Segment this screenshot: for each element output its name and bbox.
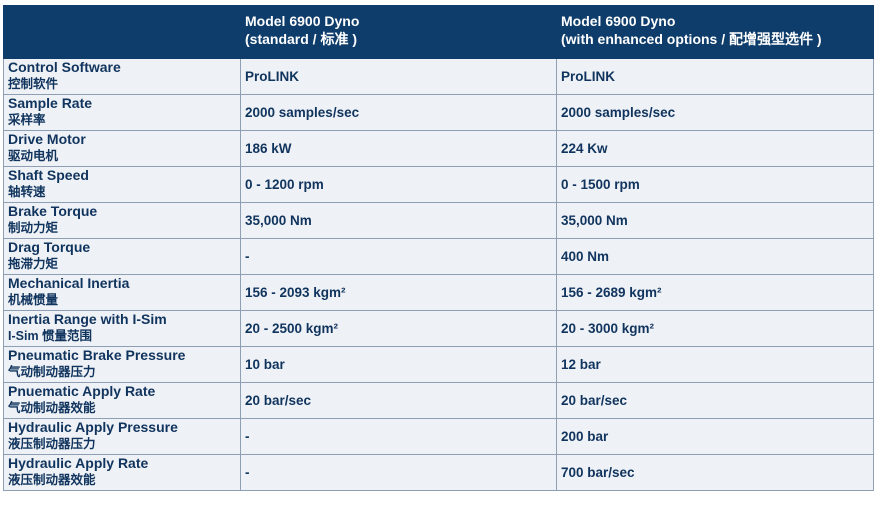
standard-value: 35,000 Nm bbox=[240, 202, 557, 239]
enhanced-value: 200 bar bbox=[556, 418, 874, 455]
enhanced-value: 2000 samples/sec bbox=[556, 94, 874, 131]
header-standard: Model 6900 Dyno (standard / 标准 ) bbox=[240, 5, 557, 59]
enhanced-value: ProLINK bbox=[556, 58, 874, 95]
spec-label-cn: 制动力矩 bbox=[8, 221, 59, 235]
header-standard-subtitle: (standard / 标准 ) bbox=[245, 31, 358, 47]
spec-label: Sample Rate 采样率 bbox=[3, 94, 241, 131]
standard-value: 0 - 1200 rpm bbox=[240, 166, 557, 203]
spec-label: Mechanical Inertia 机械惯量 bbox=[3, 274, 241, 311]
spec-label: Hydraulic Apply Pressure 液压制动器压力 bbox=[3, 418, 241, 455]
header-enhanced-title: Model 6900 Dyno bbox=[561, 13, 676, 29]
spec-label: Pnuematic Apply Rate 气动制动器效能 bbox=[3, 382, 241, 419]
spec-label-en: Drive Motor bbox=[8, 131, 86, 147]
spec-label-en: Hydraulic Apply Pressure bbox=[8, 419, 178, 435]
spec-label: Drive Motor 驱动电机 bbox=[3, 130, 241, 167]
standard-value: 10 bar bbox=[240, 346, 557, 383]
spec-label: Inertia Range with I-Sim I-Sim 惯量范围 bbox=[3, 310, 241, 347]
enhanced-value: 156 - 2689 kgm² bbox=[556, 274, 874, 311]
enhanced-value: 20 - 3000 kgm² bbox=[556, 310, 874, 347]
table-row: Pnuematic Apply Rate 气动制动器效能 20 bar/sec 20 … bbox=[3, 382, 874, 419]
spec-label-cn: 拖滞力矩 bbox=[8, 257, 59, 271]
spec-label-cn: 采样率 bbox=[8, 113, 46, 127]
table-row: Pneumatic Brake Pressure 气动制动器压力 10 bar 12 … bbox=[3, 346, 874, 383]
spec-label-en: Shaft Speed bbox=[8, 167, 89, 183]
table-row: Drag Torque 拖滞力矩 -400 Nm bbox=[3, 238, 874, 275]
table-row: Mechanical Inertia 机械惯量 156 - 2093 kgm² 156… bbox=[3, 274, 874, 311]
header-enhanced-subtitle: (with enhanced options / 配增强型选件 ) bbox=[561, 31, 822, 47]
standard-value: - bbox=[240, 418, 557, 455]
spec-label-en: Mechanical Inertia bbox=[8, 275, 130, 291]
standard-value: 2000 samples/sec bbox=[240, 94, 557, 131]
table-row: Brake Torque 制动力矩 35,000 Nm 35,000 Nm bbox=[3, 202, 874, 239]
spec-label: Drag Torque 拖滞力矩 bbox=[3, 238, 241, 275]
spec-label-en: Inertia Range with I-Sim bbox=[8, 311, 167, 327]
header-standard-title: Model 6900 Dyno bbox=[245, 13, 360, 29]
spec-label: Control Software 控制软件 bbox=[3, 58, 241, 95]
spec-label-cn: 机械惯量 bbox=[8, 293, 59, 307]
standard-value: 156 - 2093 kgm² bbox=[240, 274, 557, 311]
enhanced-value: 35,000 Nm bbox=[556, 202, 874, 239]
table-row: Drive Motor 驱动电机 186 kW 224 Kw bbox=[3, 130, 874, 167]
spec-label-cn: 液压制动器压力 bbox=[8, 437, 96, 451]
enhanced-value: 224 Kw bbox=[556, 130, 874, 167]
header-row: Model 6900 Dyno (standard / 标准 ) Model 6… bbox=[3, 5, 874, 59]
header-enhanced: Model 6900 Dyno (with enhanced options /… bbox=[556, 5, 874, 59]
spec-label-cn: 液压制动器效能 bbox=[8, 473, 96, 487]
standard-value: 186 kW bbox=[240, 130, 557, 167]
spec-label: Pneumatic Brake Pressure 气动制动器压力 bbox=[3, 346, 241, 383]
table-row: Inertia Range with I-Sim I-Sim 惯量范围 20 - 2… bbox=[3, 310, 874, 347]
standard-value: ProLINK bbox=[240, 58, 557, 95]
table-row: Hydraulic Apply Pressure 液压制动器压力 -200 bar bbox=[3, 418, 874, 455]
spec-label-cn: 气动制动器效能 bbox=[8, 401, 96, 415]
spec-label-en: Pnuematic Apply Rate bbox=[8, 383, 156, 399]
table-body: Control Software 控制软件 ProLINK ProLINK Sample… bbox=[3, 58, 874, 491]
spec-label-en: Brake Torque bbox=[8, 203, 98, 219]
standard-value: - bbox=[240, 238, 557, 275]
spec-label-en: Control Software bbox=[8, 59, 121, 75]
table-row: Control Software 控制软件 ProLINK ProLINK bbox=[3, 58, 874, 95]
spec-label: Hydraulic Apply Rate 液压制动器效能 bbox=[3, 454, 241, 491]
enhanced-value: 700 bar/sec bbox=[556, 454, 874, 491]
table-row: Hydraulic Apply Rate 液压制动器效能 -700 bar/sec bbox=[3, 454, 874, 491]
standard-value: - bbox=[240, 454, 557, 491]
enhanced-value: 12 bar bbox=[556, 346, 874, 383]
enhanced-value: 400 Nm bbox=[556, 238, 874, 275]
spec-label-en: Hydraulic Apply Rate bbox=[8, 455, 149, 471]
spec-label-cn: 气动制动器压力 bbox=[8, 365, 96, 379]
spec-label: Shaft Speed 轴转速 bbox=[3, 166, 241, 203]
spec-label-cn: 驱动电机 bbox=[8, 149, 59, 163]
standard-value: 20 - 2500 kgm² bbox=[240, 310, 557, 347]
spec-label-en: Pneumatic Brake Pressure bbox=[8, 347, 186, 363]
spec-label-cn: I-Sim 惯量范围 bbox=[8, 329, 93, 343]
spec-label-cn: 轴转速 bbox=[8, 185, 46, 199]
header-corner bbox=[3, 5, 241, 59]
enhanced-value: 20 bar/sec bbox=[556, 382, 874, 419]
enhanced-value: 0 - 1500 rpm bbox=[556, 166, 874, 203]
spec-label: Brake Torque 制动力矩 bbox=[3, 202, 241, 239]
spec-label-cn: 控制软件 bbox=[8, 77, 59, 91]
table-row: Shaft Speed 轴转速 0 - 1200 rpm 0 - 1500 rpm bbox=[3, 166, 874, 203]
table-row: Sample Rate 采样率 2000 samples/sec 2000 sampl… bbox=[3, 94, 874, 131]
spec-label-en: Sample Rate bbox=[8, 95, 93, 111]
spec-table: Model 6900 Dyno (standard / 标准 ) Model 6… bbox=[3, 5, 874, 491]
spec-label-en: Drag Torque bbox=[8, 239, 91, 255]
standard-value: 20 bar/sec bbox=[240, 382, 557, 419]
